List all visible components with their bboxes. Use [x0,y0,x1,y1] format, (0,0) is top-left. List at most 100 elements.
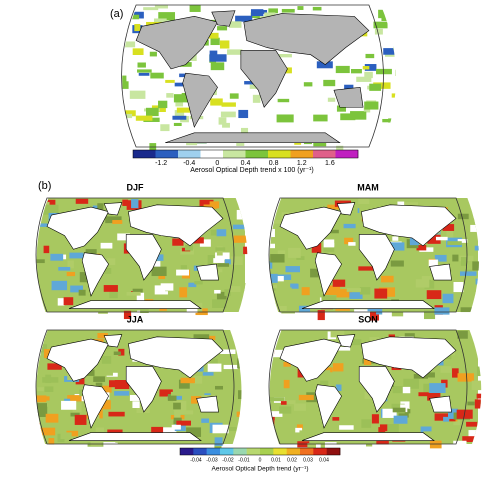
pattern-patch [393,42,397,50]
map-body [269,330,482,451]
pattern-patch [348,242,356,246]
pattern-patch [40,421,49,432]
colorbar-swatch [233,448,247,455]
pattern-patch [434,254,447,262]
continent [47,207,109,249]
pattern-patch [191,237,204,244]
pattern-patch [193,252,205,257]
pattern-patch [277,98,290,103]
pattern-patch [132,359,147,368]
pattern-patch [269,284,277,289]
pattern-patch [172,115,187,120]
pattern-patch [281,8,295,13]
pattern-patch [137,62,146,68]
continent [212,11,235,27]
pattern-patch [392,386,407,394]
pattern-patch [269,411,283,417]
pattern-patch [153,18,167,24]
pattern-patch [99,277,106,287]
pattern-patch [217,26,228,31]
pattern-patch [237,358,242,369]
pattern-patch [131,199,139,209]
pattern-patch [429,383,446,393]
pattern-patch [207,363,222,372]
continent [183,73,218,127]
pattern-patch [114,380,130,390]
pattern-patch [268,8,278,14]
pattern-patch [200,281,206,290]
pattern-patch [38,427,56,436]
colorbar-swatch [290,150,314,158]
pattern-patch [338,346,351,351]
pattern-patch [122,199,129,206]
map-body [111,5,397,152]
map-outline [36,198,234,312]
pattern-patch [475,278,480,285]
colorbar-tick-label: -0.03 [206,457,218,463]
pattern-patch [136,292,145,303]
continent [126,234,161,280]
pattern-patch [176,269,190,276]
pattern-patch [216,291,227,301]
pattern-patch [269,228,275,238]
continent [126,366,161,412]
pattern-patch [155,375,165,381]
pattern-patch [299,430,311,436]
pattern-patch [186,141,198,146]
colorbar-swatch [268,150,291,158]
pattern-patch [174,409,181,419]
colorbar-label: Aerosol Optical Depth trend x 100 (yr⁻¹) [190,167,314,174]
pattern-patch [137,69,152,73]
pattern-patch [457,239,468,243]
pattern-patch [354,350,362,354]
pattern-patch [66,271,76,277]
continent [315,385,341,428]
pattern-patch [276,240,289,245]
pattern-patch [279,406,292,414]
pattern-patch [373,21,388,29]
pattern-patch [285,400,296,405]
pattern-patch [221,102,236,107]
pattern-patch [138,72,150,76]
colorbar-tick-label: -0.02 [222,457,234,463]
pattern-patch [151,426,164,434]
pattern-patch [176,420,191,426]
pattern-patch [330,330,345,338]
pattern-patch [180,265,188,271]
pattern-patch [75,377,85,385]
pattern-patch [336,105,346,112]
pattern-patch [69,252,84,259]
pattern-patch [149,51,157,57]
pattern-patch [214,437,223,446]
pattern-patch [269,301,284,307]
pattern-patch [434,413,449,421]
pattern-patch [232,224,248,230]
colorbar-tick-label: 1.6 [325,160,335,167]
pattern-patch [313,141,327,147]
pattern-patch [129,394,143,401]
pattern-patch [471,380,482,391]
pattern-patch [472,261,480,271]
colorbar-swatch [335,150,359,158]
pattern-patch [199,199,214,207]
continent [302,433,434,441]
pattern-patch [132,48,144,55]
pattern-patch [335,65,350,74]
colorbar-swatch [223,150,246,158]
pattern-patch [391,5,397,13]
colorbar-swatch [313,448,327,455]
pattern-patch [36,259,45,264]
pattern-patch [236,140,245,146]
pattern-patch [95,382,103,390]
colorbar-swatch [260,448,274,455]
pattern-patch [47,363,62,370]
pattern-patch [98,385,112,393]
pattern-patch [132,401,140,409]
pattern-patch [201,418,210,423]
pattern-patch [442,338,458,344]
pattern-patch [460,393,468,397]
pattern-patch [111,23,121,29]
colorbar-swatch [180,448,194,455]
map-title: MAM [357,182,379,192]
